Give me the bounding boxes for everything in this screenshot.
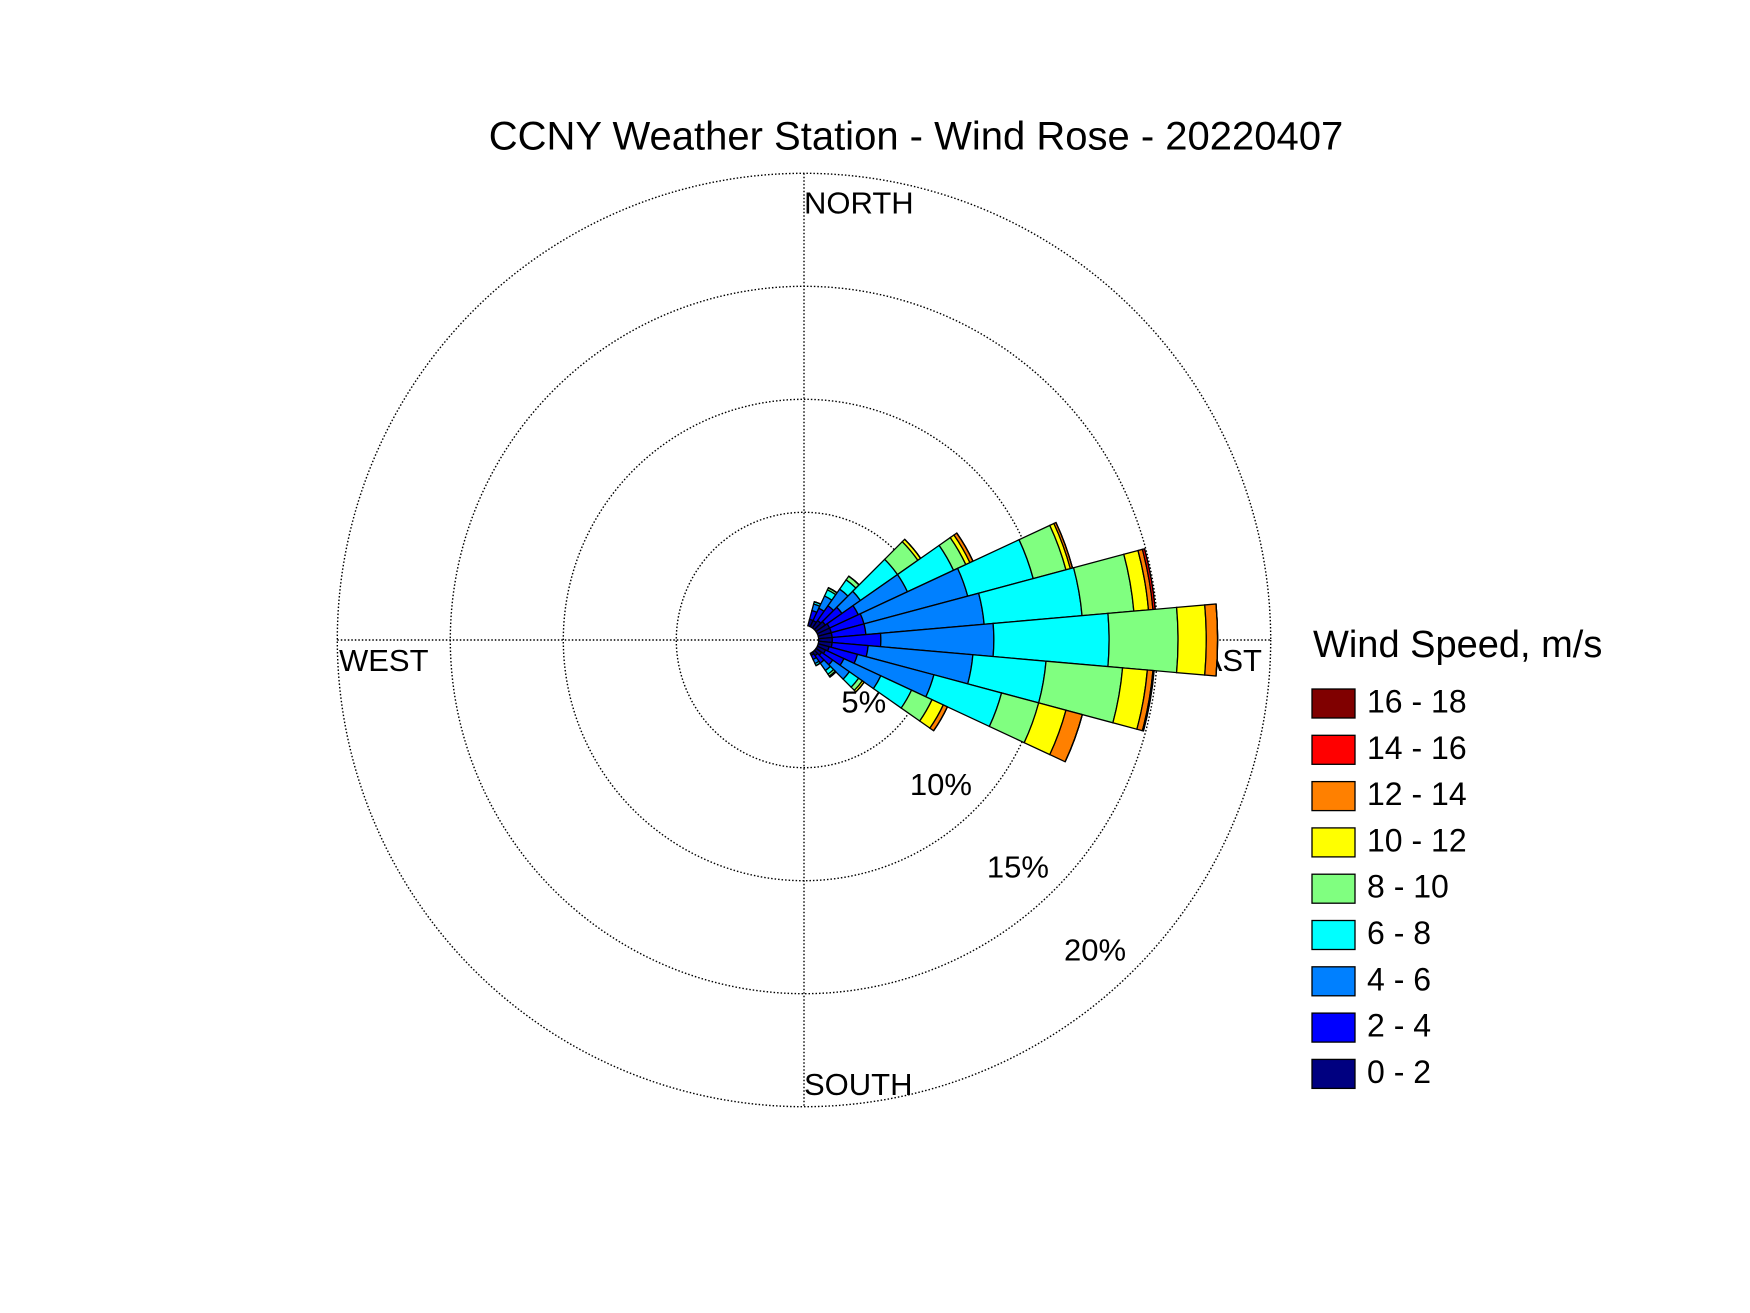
r-tick-label: 20%	[1064, 932, 1126, 967]
legend-label: 12 - 14	[1367, 776, 1467, 812]
legend-swatch	[1311, 1012, 1356, 1043]
legend-label: 10 - 12	[1367, 822, 1467, 858]
legend-label: 2 - 4	[1367, 1008, 1431, 1044]
r-tick-label: 10%	[910, 767, 972, 802]
legend-swatch	[1311, 780, 1356, 812]
legend-label: 16 - 18	[1367, 683, 1467, 719]
chart-title: CCNY Weather Station - Wind Rose - 20220…	[489, 115, 1344, 159]
legend-swatch	[1311, 688, 1356, 719]
grid-ring	[336, 172, 1272, 1108]
legend-label: 14 - 16	[1367, 730, 1467, 766]
legend-label: 6 - 8	[1367, 915, 1431, 951]
legend-swatch	[1311, 873, 1356, 904]
legend-label: 0 - 2	[1367, 1054, 1431, 1090]
legend-swatch	[1311, 966, 1356, 997]
wind-segment	[1204, 603, 1219, 677]
legend-swatch	[1311, 827, 1356, 858]
direction-label: NORTH	[804, 185, 914, 220]
wind-segment	[1072, 553, 1135, 617]
legend-label: 4 - 6	[1367, 961, 1431, 997]
direction-label: WEST	[339, 643, 429, 678]
wind-segment	[1175, 604, 1207, 676]
legend-swatch	[1311, 919, 1356, 951]
legend-label: 8 - 10	[1367, 869, 1449, 905]
r-tick-label: 15%	[987, 850, 1049, 885]
legend-swatch	[1311, 734, 1356, 765]
wind-segment	[1107, 606, 1179, 674]
wind-segment	[855, 681, 865, 693]
legend-title: Wind Speed, m/s	[1313, 624, 1602, 666]
wind-segment	[1215, 603, 1219, 677]
legend-swatch	[1311, 1058, 1356, 1090]
direction-label: SOUTH	[804, 1067, 913, 1102]
